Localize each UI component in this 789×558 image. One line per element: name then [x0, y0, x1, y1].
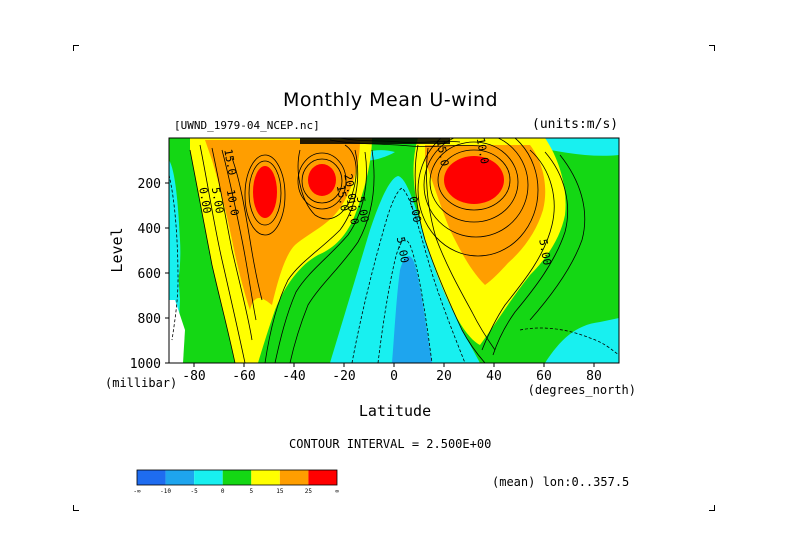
colorbar-swatch	[222, 470, 252, 485]
x-tick-label: 60	[536, 369, 552, 384]
averaging-label: (mean) lon:0..357.5	[492, 475, 630, 489]
y-tick-label: 200	[138, 177, 161, 192]
contour-label: 15.0	[334, 184, 351, 212]
plot-area	[169, 138, 619, 363]
contour-label: 5.00	[209, 186, 226, 214]
contour-label: 5.00	[354, 195, 371, 223]
dataset-label: [UWND_1979-04_NCEP.nc]	[174, 119, 320, 132]
colorbar-label: 15	[276, 488, 284, 495]
colorbar-swatch	[165, 470, 195, 485]
x-tick-label: -60	[232, 369, 255, 384]
crop-mark-bottom-right	[709, 505, 715, 511]
chart-title: Monthly Mean U-wind	[283, 89, 499, 111]
x-tick-label: -20	[332, 369, 355, 384]
contour-label: 0.00	[406, 195, 423, 223]
fill-band-tropical-core	[392, 256, 432, 363]
colorbar-swatch	[251, 470, 280, 485]
missing-data-region	[169, 300, 185, 363]
x-tick-label: -80	[182, 369, 205, 384]
jet-core-south-subtropical	[308, 164, 336, 196]
colorbar-label: -10	[160, 488, 171, 495]
x-tick-label: 0	[390, 369, 398, 384]
jet-core-north	[444, 156, 504, 204]
colorbar-label: 5	[249, 488, 253, 495]
contour-plot: 0.005.0010.015.05.0010.015.020.00.005.00…	[105, 137, 636, 420]
units-label: (units:m/s)	[532, 117, 619, 132]
colorbar-swatch	[137, 470, 166, 485]
x-tick-label: -40	[282, 369, 305, 384]
x-axis-ticks: -80 -60 -40 -20 0 20 40 60 80	[182, 363, 602, 384]
stratospheric-contours	[300, 138, 450, 144]
y-axis-ticks: 200 400 600 800 1000	[130, 177, 169, 372]
colorbar-label: -∞	[133, 488, 141, 495]
colorbar-frame	[136, 469, 338, 486]
y-tick-label: 1000	[130, 357, 161, 372]
crop-mark-top-right	[709, 45, 715, 51]
colorbar: -∞ -10 -5 0 5 15 25 ∞	[133, 469, 339, 495]
crop-mark-bottom-left	[73, 505, 79, 511]
contour-labels: 0.005.0010.015.05.0010.015.020.00.005.00…	[196, 137, 553, 267]
contour-label: 5.00	[536, 238, 553, 266]
fill-band-negative-north	[545, 318, 619, 363]
colorbar-label: 25	[305, 488, 313, 495]
contour-label: 15.0	[221, 148, 238, 176]
colorbar-label: 0	[221, 488, 225, 495]
contour-label: 10.0	[474, 137, 491, 165]
colorbar-swatch	[279, 470, 309, 485]
x-tick-label: 80	[586, 369, 602, 384]
colorbar-swatch	[308, 470, 337, 485]
contour-label: 0.00	[196, 186, 213, 214]
colorbar-label: ∞	[335, 488, 339, 495]
contour-lines	[169, 138, 619, 363]
x-tick-label: 20	[436, 369, 452, 384]
x-axis-unit: (degrees_north)	[528, 383, 636, 397]
colorbar-label: -5	[191, 488, 199, 495]
crop-mark-top-left	[73, 45, 79, 51]
contour-label: 15.0	[434, 139, 451, 167]
contour-label: 5.00	[394, 236, 411, 264]
y-tick-label: 600	[138, 267, 161, 282]
y-axis-unit: (millibar)	[105, 376, 177, 390]
contour-label: 10.0	[344, 197, 361, 225]
contour-label: 20.0	[341, 173, 358, 201]
y-tick-label: 800	[138, 312, 161, 327]
jet-core-south-polar	[253, 166, 277, 218]
contour-interval-label: CONTOUR INTERVAL = 2.500E+00	[289, 437, 492, 451]
y-tick-label: 400	[138, 222, 161, 237]
x-tick-label: 40	[486, 369, 502, 384]
x-axis-label: Latitude	[359, 402, 431, 420]
contour-label: 10.0	[224, 188, 241, 216]
y-axis-label: Level	[108, 227, 126, 272]
colorbar-swatch	[194, 470, 223, 485]
